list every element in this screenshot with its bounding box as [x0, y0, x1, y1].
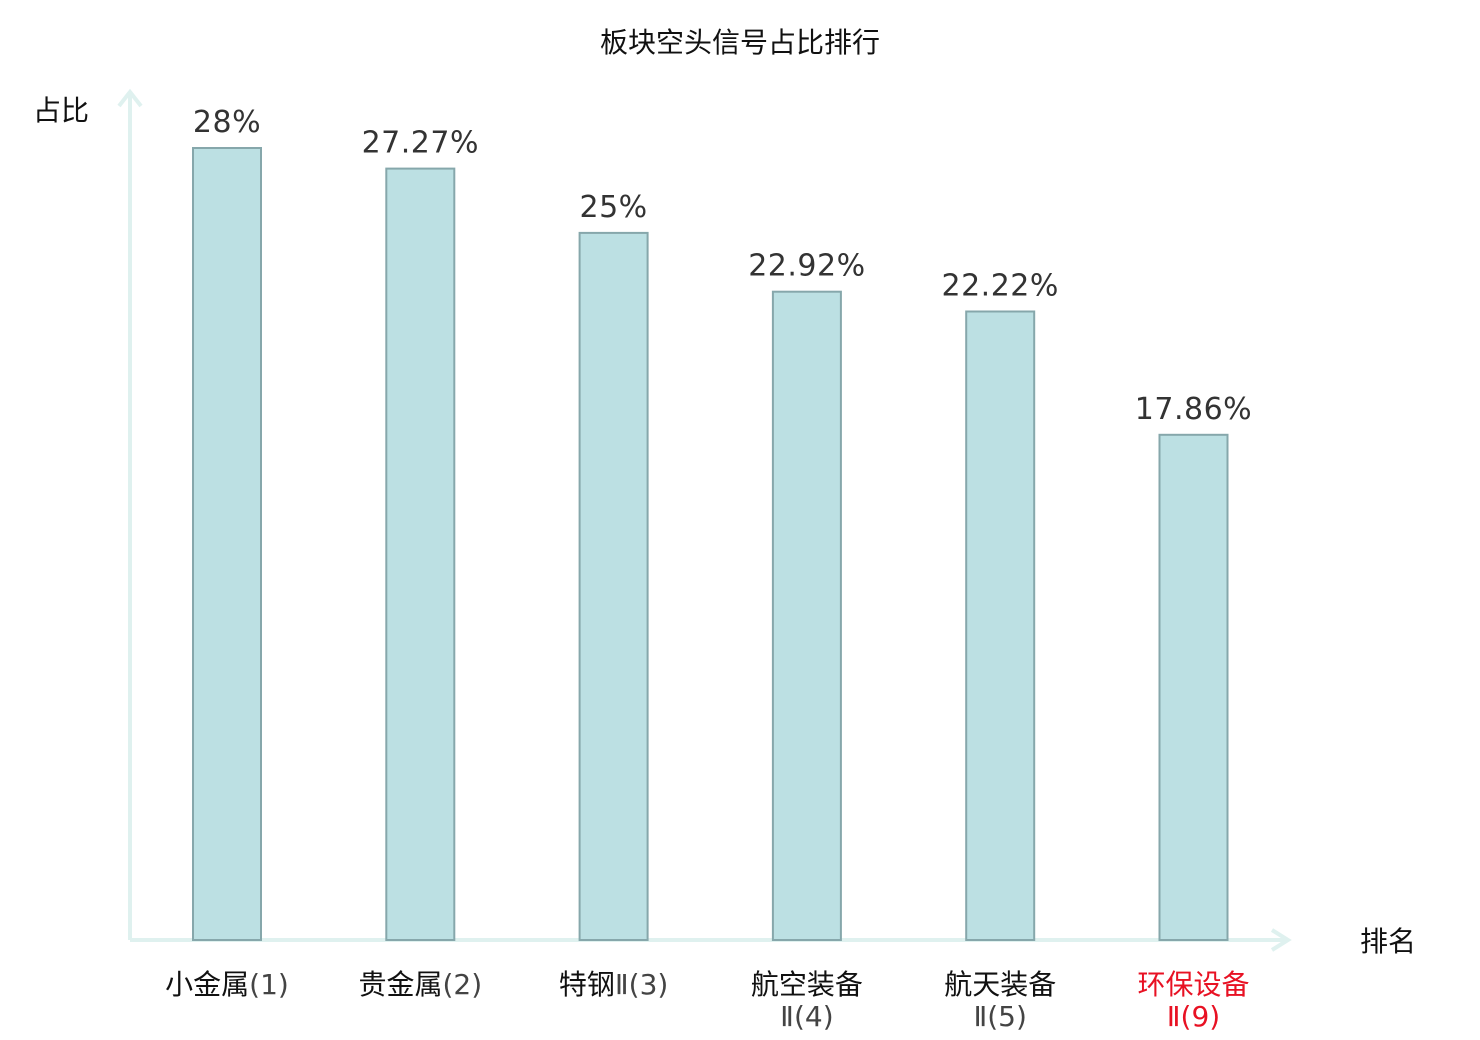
- x-tick-label-rank: (1): [249, 968, 289, 1001]
- value-labels-group: 28% 27.27% 25% 22.92% 22.22% 17.86%: [193, 105, 1252, 427]
- x-tick-label: 航天装备 Ⅱ(5): [944, 968, 1056, 1033]
- x-tick-label: 环保设备 Ⅱ(9): [1137, 968, 1249, 1033]
- bar: [1158, 433, 1229, 941]
- category-labels-group: 小金属(1) 贵金属(2) 特钢Ⅱ(3) 航空装备 Ⅱ(4)航天装备 Ⅱ(5)环保设备 Ⅱ(…: [165, 968, 1249, 1033]
- x-tick-label-name: 航天装备: [944, 968, 1056, 1001]
- x-tick-label-rank: Ⅱ(4): [780, 1000, 833, 1033]
- bar: [385, 167, 456, 942]
- x-tick-label-rank: Ⅱ(3): [615, 968, 668, 1001]
- y-axis-label: 占比: [33, 94, 89, 127]
- x-tick-label-name: 小金属: [165, 968, 249, 1001]
- y-axis: 占比: [33, 88, 143, 940]
- bar: [578, 231, 649, 941]
- x-tick-label-name: 贵金属: [358, 968, 442, 1001]
- bar: [965, 310, 1036, 941]
- x-tick-label-rank: Ⅱ(9): [1167, 1000, 1220, 1033]
- x-tick-label-name: 环保设备: [1137, 968, 1249, 1001]
- data-label: 22.22%: [942, 269, 1059, 304]
- data-label: 28%: [193, 105, 261, 140]
- x-tick-label: 特钢Ⅱ(3): [559, 968, 668, 1001]
- x-tick-label: 贵金属(2): [358, 968, 482, 1001]
- x-tick-label: 航空装备 Ⅱ(4): [751, 968, 863, 1033]
- bar: [771, 290, 842, 941]
- y-axis-arrow: [117, 88, 143, 108]
- x-tick-label-rank: (2): [442, 968, 482, 1001]
- data-label: 25%: [580, 190, 648, 225]
- chart-title: 板块空头信号占比排行: [600, 26, 880, 59]
- x-axis-arrow: [1270, 928, 1292, 952]
- x-tick-label-name: 航空装备: [751, 968, 863, 1001]
- data-label: 22.92%: [748, 249, 865, 284]
- data-label: 17.86%: [1135, 392, 1252, 427]
- x-tick-label-name: 特钢: [559, 968, 615, 1001]
- x-axis-label: 排名: [1360, 925, 1416, 958]
- bar: [192, 147, 262, 941]
- x-tick-label: 小金属(1): [165, 968, 289, 1001]
- data-label: 27.27%: [362, 126, 479, 161]
- x-axis: 排名: [130, 925, 1416, 958]
- bars-group: [192, 147, 1229, 942]
- x-tick-label-rank: Ⅱ(5): [973, 1000, 1026, 1033]
